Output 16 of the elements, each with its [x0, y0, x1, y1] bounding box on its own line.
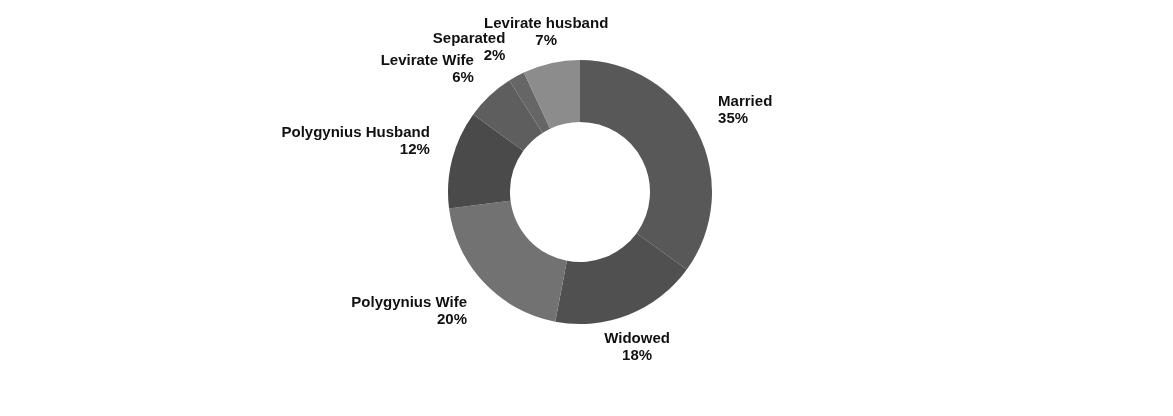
slice-label: Levirate husband — [484, 13, 609, 31]
slice-label: Separated — [432, 28, 506, 46]
slice-label: Levirate Wife — [380, 50, 474, 68]
donut-slice — [523, 60, 580, 129]
slice-label: Married — [718, 91, 773, 109]
slice-label: Polygynius Wife — [351, 292, 468, 310]
data-label: 2% — [483, 45, 506, 63]
data-label: 18% — [622, 346, 653, 364]
slice-label: Widowed — [604, 329, 670, 347]
data-label: 12% — [399, 139, 430, 157]
data-label: 6% — [452, 67, 474, 85]
donut-slice — [448, 114, 524, 209]
data-label: 20% — [436, 309, 468, 327]
data-label: 35% — [718, 108, 749, 126]
data-label: 7% — [535, 30, 558, 48]
slice-label: Polygynius Husband — [281, 122, 430, 140]
